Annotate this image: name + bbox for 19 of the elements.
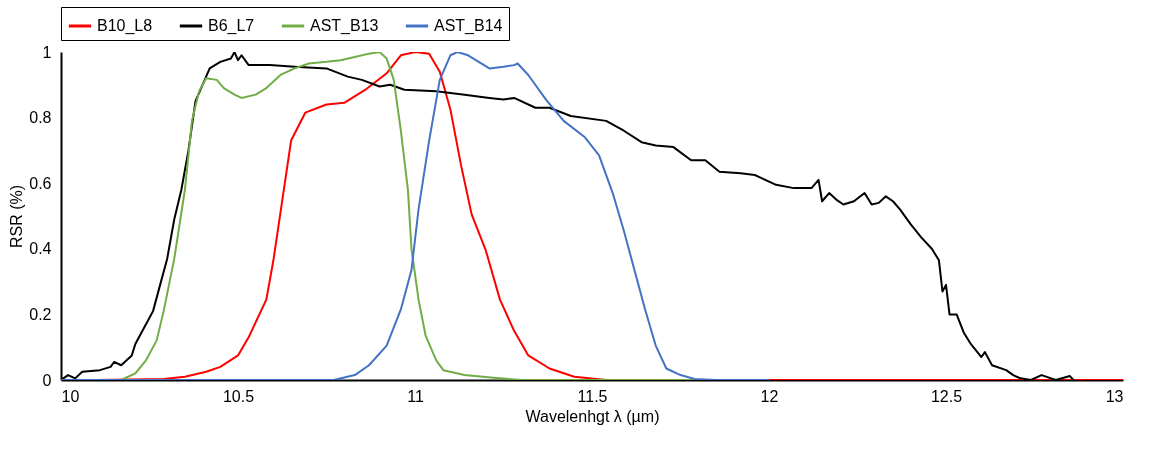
x-tick-label: 13 (1105, 387, 1124, 405)
x-tick-label: 10 (61, 387, 80, 405)
y-tick-label: 0.2 (29, 305, 52, 323)
legend-label: B6_L7 (208, 17, 255, 35)
y-tick-label: 0.6 (29, 174, 52, 192)
y-axis-title: RSR (%) (8, 184, 26, 249)
legend-label: AST_B13 (310, 17, 379, 35)
y-tick-label: 1 (42, 43, 52, 61)
y-tick-label: 0.8 (29, 109, 52, 127)
legend-label: B10_L8 (97, 17, 153, 35)
x-tick-label: 10.5 (222, 387, 255, 405)
y-tick-label: 0 (42, 371, 52, 389)
x-tick-label: 11.5 (577, 387, 608, 405)
x-tick-label: 12 (760, 387, 779, 405)
legend-label: AST_B14 (434, 17, 503, 35)
x-tick-label: 11 (407, 387, 424, 405)
y-tick-label: 0.4 (29, 240, 52, 258)
x-axis-title: Wavelenhgt λ (µm) (525, 407, 660, 425)
x-tick-label: 12.5 (930, 387, 963, 405)
